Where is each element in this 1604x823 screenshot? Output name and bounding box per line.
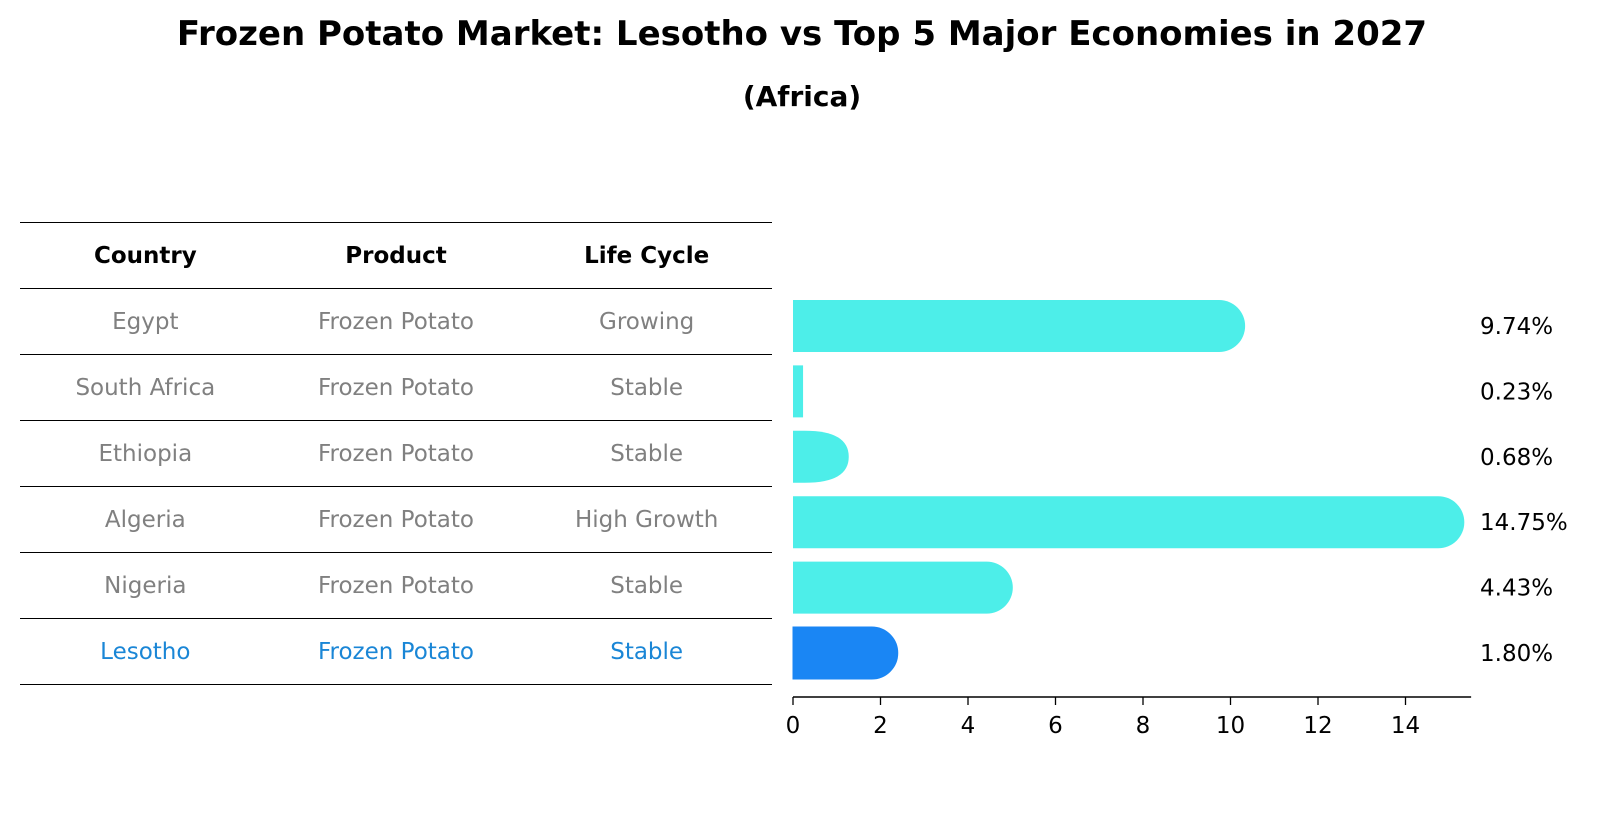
header-life-cycle: Life Cycle (521, 222, 772, 289)
header-product: Product (270, 222, 522, 289)
bar-nigeria (793, 561, 1013, 614)
bar-value-label: 4.43% (1480, 576, 1553, 602)
cell-country: Lesotho (20, 618, 271, 685)
cell-country: South Africa (20, 354, 271, 421)
cell-product: Frozen Potato (270, 618, 522, 685)
table-row-highlight: Lesotho Frozen Potato Stable (20, 618, 772, 685)
cell-product: Frozen Potato (270, 486, 522, 553)
x-tick-label: 14 (1391, 713, 1420, 739)
table-row: Nigeria Frozen Potato Stable (20, 552, 772, 619)
cell-life-cycle: High Growth (521, 486, 772, 553)
bar-value-label: 14.75% (1480, 510, 1568, 536)
chart-subtitle: (Africa) (742, 80, 862, 113)
table-row: South Africa Frozen Potato Stable (20, 354, 772, 421)
table-row: Egypt Frozen Potato Growing (20, 288, 772, 355)
cell-life-cycle: Stable (521, 552, 772, 619)
bar-south-africa (793, 365, 804, 418)
bar-ethiopia (793, 430, 849, 483)
table-header-row: Country Product Life Cycle (20, 222, 772, 289)
cell-country: Ethiopia (20, 420, 271, 487)
chart-title: Frozen Potato Market: Lesotho vs Top 5 M… (176, 14, 1428, 54)
cell-life-cycle: Stable (521, 354, 772, 421)
x-tick-label: 4 (961, 713, 976, 739)
cell-country: Egypt (20, 288, 271, 355)
cell-life-cycle: Growing (521, 288, 772, 355)
bar-value-label: 1.80% (1480, 641, 1553, 667)
country-table: Country Product Life Cycle Egypt Frozen … (20, 222, 772, 685)
bar-value-label: 0.23% (1480, 379, 1553, 405)
cell-country: Algeria (20, 486, 271, 553)
table-row: Ethiopia Frozen Potato Stable (20, 420, 772, 487)
x-tick-label: 10 (1216, 713, 1245, 739)
cell-country: Nigeria (20, 552, 271, 619)
cell-product: Frozen Potato (270, 354, 522, 421)
x-tick-label: 12 (1303, 713, 1332, 739)
x-tick-label: 0 (786, 713, 801, 739)
bar-algeria (793, 496, 1465, 549)
bar-value-label: 9.74% (1480, 314, 1553, 340)
x-tick-label: 6 (1048, 713, 1063, 739)
bar-value-label: 0.68% (1480, 445, 1553, 471)
cell-product: Frozen Potato (270, 420, 522, 487)
cell-life-cycle: Stable (521, 618, 772, 685)
cell-life-cycle: Stable (521, 420, 772, 487)
bar-egypt (793, 300, 1246, 352)
table-row: Algeria Frozen Potato High Growth (20, 486, 772, 553)
header-country: Country (20, 222, 271, 289)
x-tick-label: 2 (873, 713, 888, 739)
cell-product: Frozen Potato (270, 552, 522, 619)
x-tick-label: 8 (1136, 713, 1151, 739)
cell-product: Frozen Potato (270, 288, 522, 355)
bar-lesotho (792, 626, 899, 680)
